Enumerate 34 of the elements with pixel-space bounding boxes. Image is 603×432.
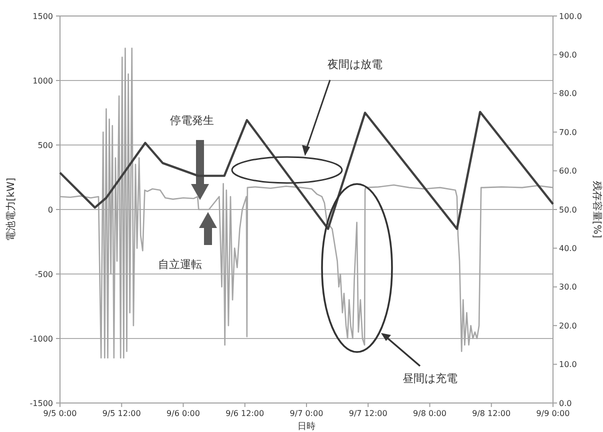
y-axis-title: 電池電力[kW] — [5, 178, 17, 242]
y2-tick-label: 30.0 — [559, 282, 577, 292]
y2-tick-label: 60.0 — [559, 166, 577, 176]
y-tick-label: -1000 — [30, 334, 53, 344]
x-tick-label: 9/7 12:00 — [348, 409, 388, 418]
annotation: 夜間は放電 — [328, 58, 382, 71]
y2-tick-label: 70.0 — [559, 128, 577, 137]
y-tick-label: -1500 — [30, 398, 53, 408]
x-tick-label: 9/7 0:00 — [290, 409, 324, 418]
x-tick-label: 9/8 12:00 — [472, 409, 511, 418]
annotation: 自立運転 — [158, 258, 202, 271]
y2-axis-title: 残存容量[%] — [591, 180, 603, 238]
y-tick-label: -500 — [34, 270, 53, 279]
x-tick-label: 9/5 12:00 — [102, 409, 141, 418]
x-tick-label: 9/8 0:00 — [413, 409, 446, 418]
y-tick-label: 1000 — [32, 76, 53, 86]
x-axis-title: 日時 — [298, 421, 316, 432]
y2-tick-label: 90.0 — [559, 50, 577, 60]
annotation: 停電発生 — [170, 114, 214, 127]
x-tick-label: 9/6 0:00 — [166, 409, 200, 418]
y2-tick-label: 100.0 — [559, 12, 582, 21]
x-tick-label: 9/9 0:00 — [536, 409, 570, 418]
annotation: 昼間は充電 — [402, 372, 458, 385]
y2-tick-label: 40.0 — [559, 244, 577, 253]
y2-tick-label: 80.0 — [559, 89, 577, 98]
y2-tick-label: 10.0 — [559, 360, 577, 370]
x-tick-label: 9/6 12:00 — [226, 409, 264, 418]
y2-tick-label: 20.0 — [559, 321, 577, 330]
y-tick-label: 1500 — [32, 12, 53, 21]
y2-tick-label: 50.0 — [559, 205, 577, 214]
y-tick-label: 500 — [38, 140, 53, 150]
x-tick-label: 9/5 0:00 — [43, 409, 77, 418]
y-tick-label: 0 — [48, 205, 53, 214]
y2-tick-label: 0.0 — [559, 398, 572, 408]
